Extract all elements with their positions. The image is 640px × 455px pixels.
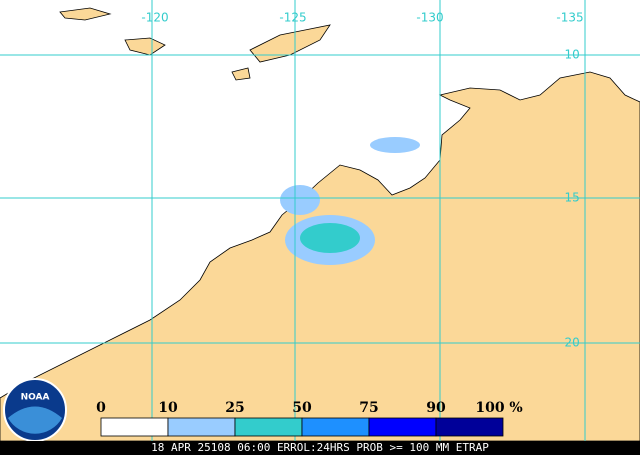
island-roti — [231, 67, 251, 81]
island-flores — [59, 7, 112, 21]
legend-unit: % — [509, 400, 522, 416]
legend-label: 90 — [426, 400, 446, 416]
legend-swatch — [368, 417, 437, 437]
legend-swatch — [234, 417, 303, 437]
legend-swatch — [435, 417, 504, 437]
longitude-label: -130 — [416, 11, 443, 25]
precip-25 — [300, 223, 360, 253]
latitude-label: -10 — [560, 48, 580, 62]
island-timor — [249, 24, 331, 63]
caption: 18 APR 25108 06:00 ERROL:24HRS PROB >= 1… — [151, 441, 489, 454]
legend-label: 50 — [292, 400, 312, 416]
caption-bar — [0, 441, 640, 455]
legend-swatch — [301, 417, 370, 437]
island-sumba — [124, 37, 166, 56]
noaa-logo-wave — [8, 406, 62, 434]
latitude-label: -15 — [560, 191, 580, 205]
legend-label: 25 — [225, 400, 244, 416]
legend-label: 10 — [158, 400, 178, 416]
longitude-label: -125 — [279, 11, 306, 25]
longitude-label: -120 — [141, 11, 168, 25]
legend-swatch — [100, 417, 169, 437]
latitude-label: -20 — [560, 336, 580, 350]
logo-text: NOAA — [21, 393, 50, 403]
legend-swatch — [167, 417, 236, 437]
longitude-label: -135 — [556, 11, 583, 25]
legend-label: 100 — [475, 400, 504, 416]
legend-label: 0 — [96, 400, 106, 416]
legend-label: 75 — [359, 400, 378, 416]
precip-10 — [280, 185, 320, 215]
precip-10 — [370, 137, 420, 153]
